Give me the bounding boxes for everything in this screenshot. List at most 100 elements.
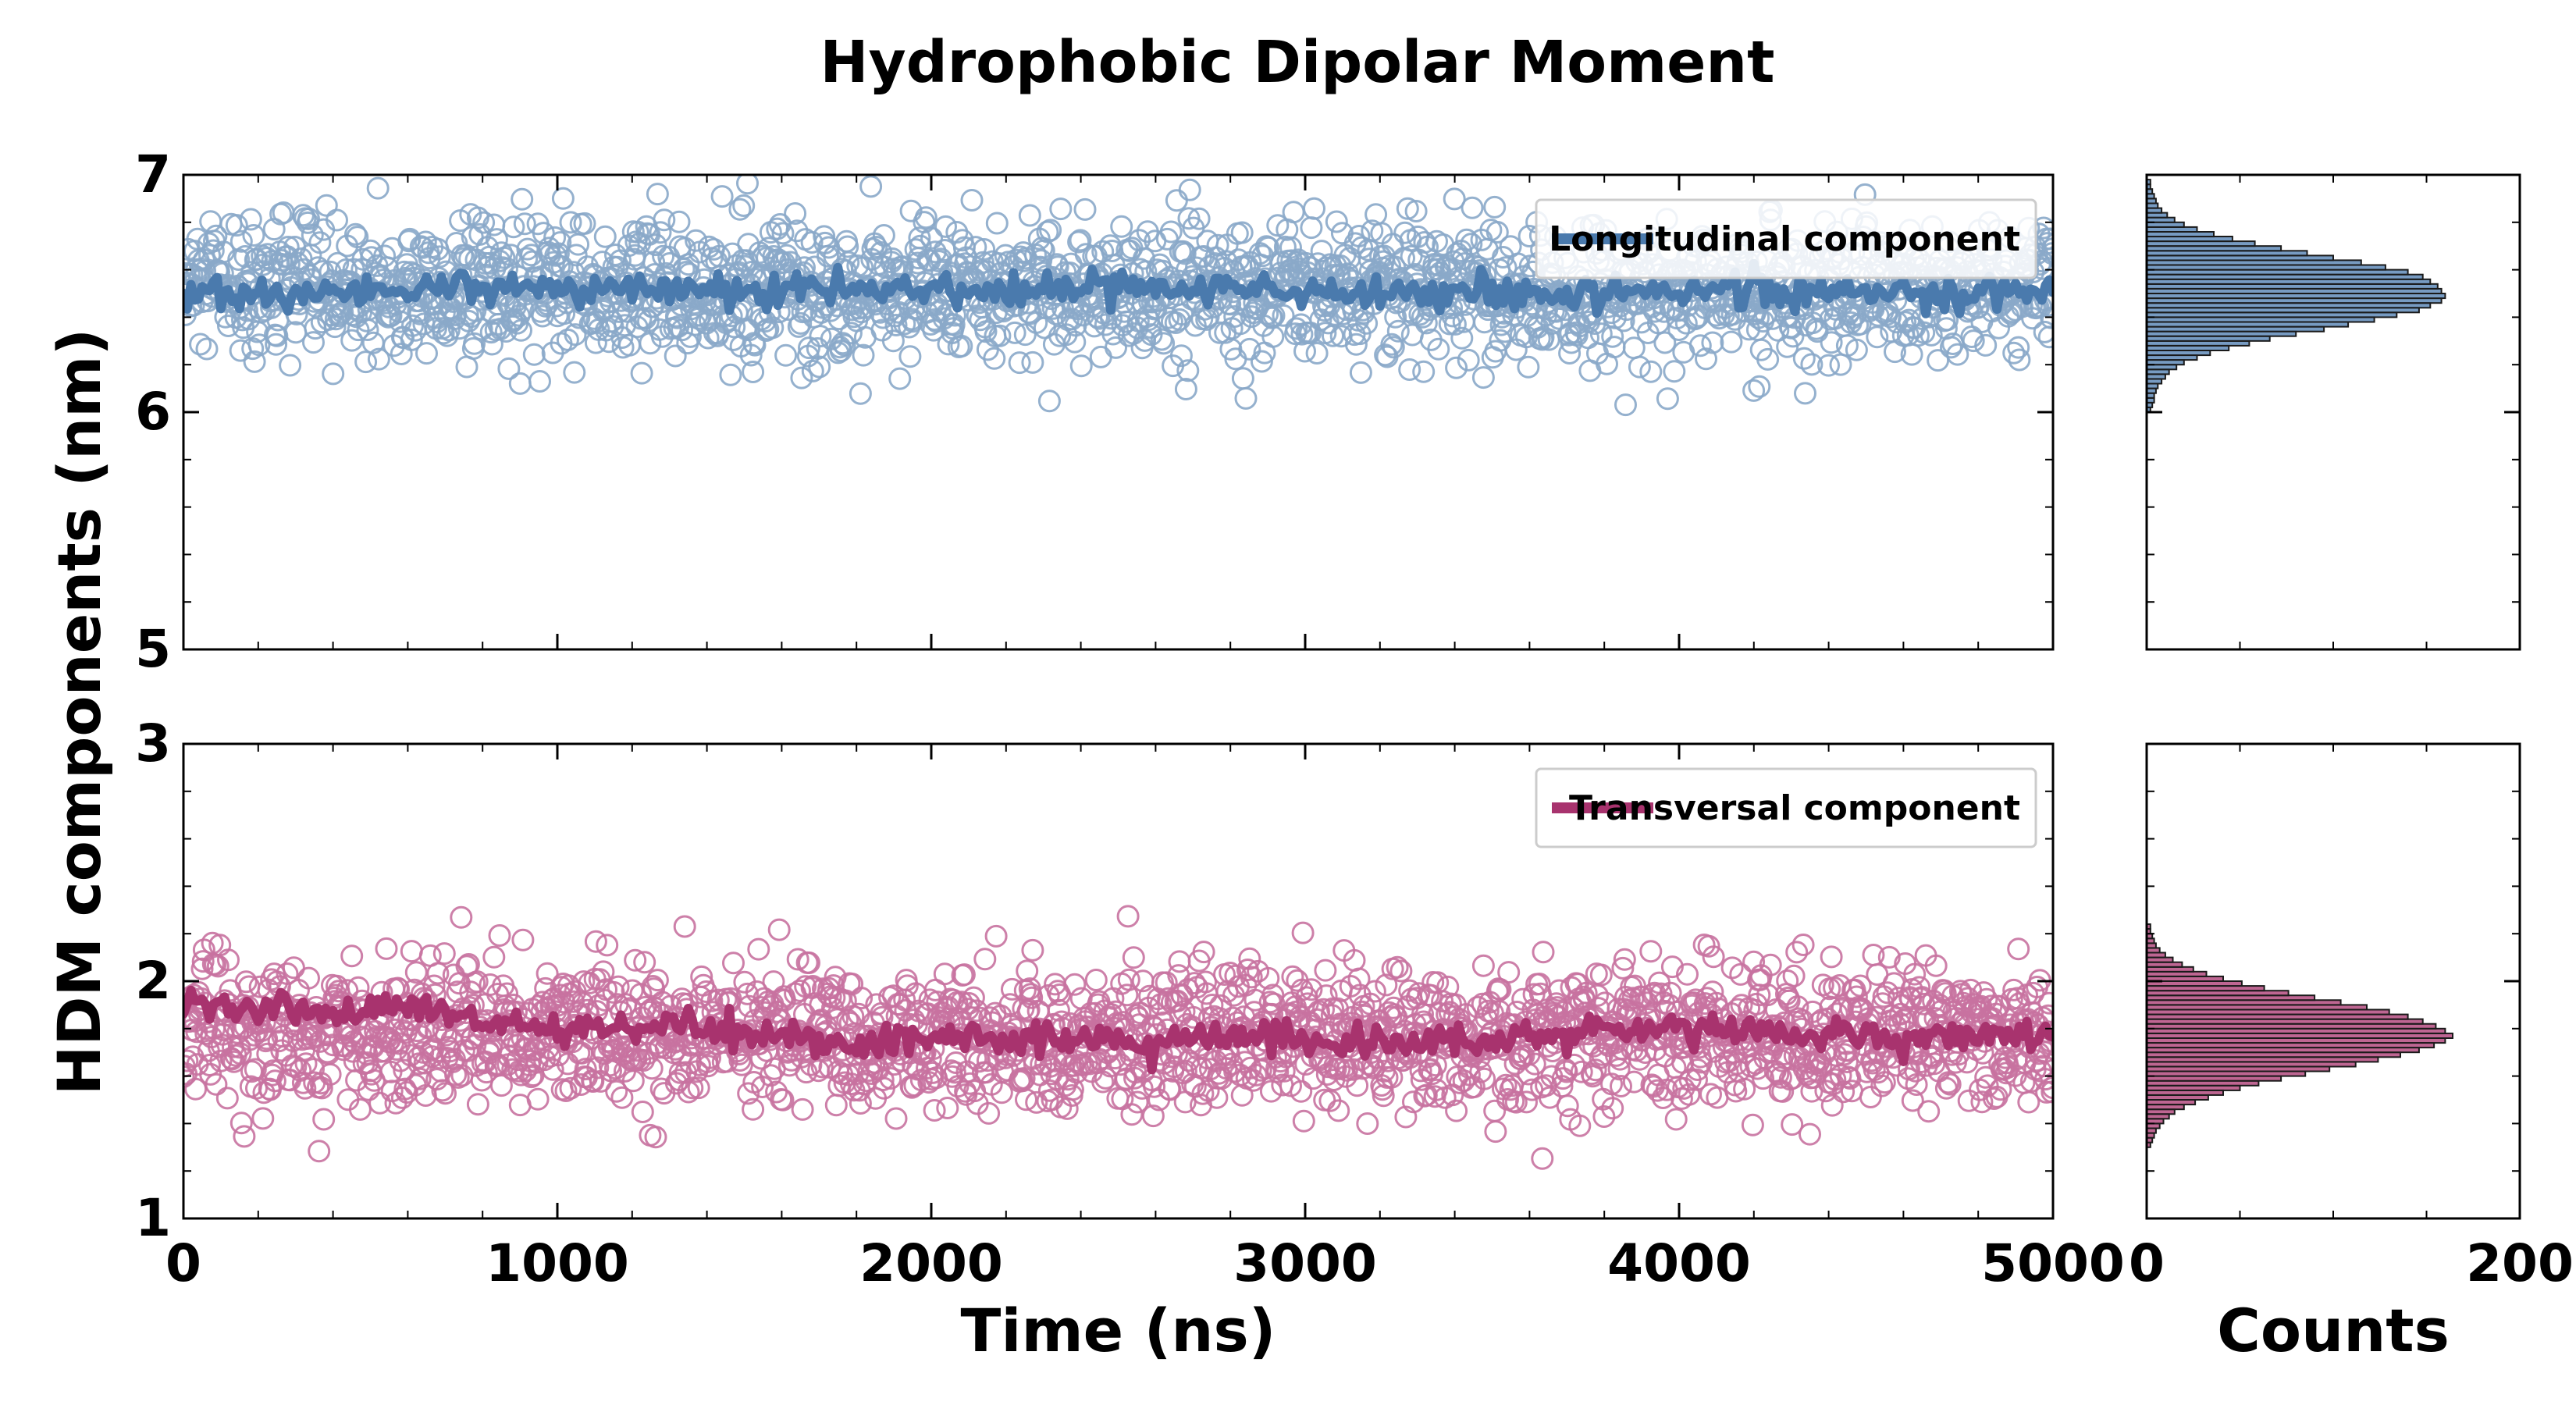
scatter-point (1021, 938, 1044, 962)
scatter-point (767, 918, 791, 941)
running-mean-line (183, 258, 2053, 318)
histogram-bars (2146, 923, 2453, 1148)
scatter-point (1565, 324, 1589, 347)
scatter-point (1616, 999, 1639, 1023)
scatter-point (239, 208, 262, 231)
scatter-point (1625, 1039, 1649, 1062)
scatter-point (431, 1079, 454, 1102)
scatter-point (1084, 969, 1108, 991)
scatter-point (923, 1099, 946, 1122)
scatter-point (1664, 1108, 1688, 1131)
scatter-point (1473, 1067, 1496, 1090)
scatter-point (1349, 361, 1372, 384)
chart-title: Hydrophobic Dipolar Moment (820, 29, 1775, 96)
scatter-point (1412, 360, 1436, 383)
scatter-point (276, 962, 299, 985)
scatter-point (1394, 1105, 1418, 1129)
scatter-point (1413, 231, 1436, 254)
scatter-point (183, 1065, 195, 1088)
scatter-point (785, 219, 809, 243)
scatter-point (267, 1030, 290, 1053)
scatter-point (634, 307, 657, 330)
scatter-point (1335, 1058, 1358, 1082)
scatter-point (1785, 941, 1809, 964)
scatter-point (881, 329, 905, 353)
scatter-point (1663, 360, 1686, 383)
scatter-point (1021, 350, 1044, 374)
scatter-point (1556, 1094, 1579, 1118)
scatter-point (1149, 993, 1172, 1016)
scatter-point (1380, 333, 1404, 356)
scatter-point (1110, 215, 1133, 238)
scatter-point (1688, 334, 1712, 357)
scatter-point (1303, 197, 1325, 220)
scatter-point (315, 194, 338, 217)
scatter-point (1563, 1053, 1586, 1076)
scatter-point (1414, 311, 1438, 335)
scatter-point (1169, 344, 1193, 368)
scatter-point (1685, 1068, 1708, 1091)
scatter-point (1230, 221, 1254, 244)
scatter-point (631, 1101, 654, 1123)
scatter-point (1611, 956, 1635, 980)
scatter-point (1866, 325, 1889, 349)
scatter-point (1601, 1097, 1624, 1120)
scatter-point (1483, 195, 1507, 219)
scatter-point (489, 1074, 513, 1097)
scatter-point (1589, 322, 1613, 346)
scatter-point (244, 1058, 267, 1081)
scatter-point (898, 345, 922, 368)
scatter-point (817, 244, 839, 268)
scatter-point (1568, 1114, 1592, 1137)
scatter-point (1238, 947, 1261, 970)
scatter-point (2037, 293, 2053, 317)
scatter-point (1531, 1147, 1554, 1170)
scatter-point (1061, 1078, 1084, 1101)
scatter-point (1347, 967, 1371, 991)
scatter-point (1037, 1079, 1061, 1102)
scatter-point (546, 242, 570, 265)
scatter-point (884, 314, 908, 336)
scatter-point (1425, 1078, 1448, 1101)
scatter-point (1497, 961, 1521, 984)
scatter-point (312, 1108, 336, 1131)
scatter-point (605, 1080, 628, 1103)
scatter-point (1375, 973, 1398, 997)
scatter-point (1236, 254, 1259, 278)
scatter-point (950, 334, 973, 357)
scatter-point (1346, 1074, 1369, 1097)
scatter-point (943, 1061, 966, 1084)
scatter-point (511, 187, 534, 211)
scatter-point (344, 222, 367, 246)
x-tick-label: 0 (2129, 1233, 2165, 1293)
scatter-point (1386, 955, 1409, 979)
scatter-point (984, 924, 1008, 948)
scatter-point (1115, 984, 1139, 1007)
scatter-point (233, 1125, 256, 1148)
scatter-point (1667, 318, 1691, 341)
panel-hist-longitudinal (2145, 173, 2521, 651)
scatter-point (644, 233, 667, 257)
scatter-point (1471, 366, 1495, 389)
scatter-point (1742, 379, 1766, 402)
scatter-point (1794, 382, 1816, 405)
scatter-point (983, 347, 1006, 370)
scatter-point (408, 1067, 432, 1090)
scatter-point (2032, 1055, 2053, 1078)
scatter-point (1927, 349, 1950, 372)
scatter-point (1870, 1074, 1894, 1097)
scatter-point (256, 1042, 279, 1065)
scatter-point (808, 355, 831, 379)
scatter-point (184, 1077, 208, 1101)
scatter-point (1457, 348, 1480, 372)
scatter-point (1239, 1056, 1262, 1080)
scatter-point (2007, 336, 2030, 359)
scatter-point (836, 235, 859, 258)
scatter-point (1974, 333, 1998, 357)
scatter-point (1623, 974, 1646, 998)
scatter-point (1047, 998, 1070, 1022)
scatter-point (1257, 236, 1280, 259)
scatter-point (633, 951, 656, 974)
x-tick-label: 5000 (1981, 1233, 2125, 1293)
scatter-point (629, 983, 653, 1006)
